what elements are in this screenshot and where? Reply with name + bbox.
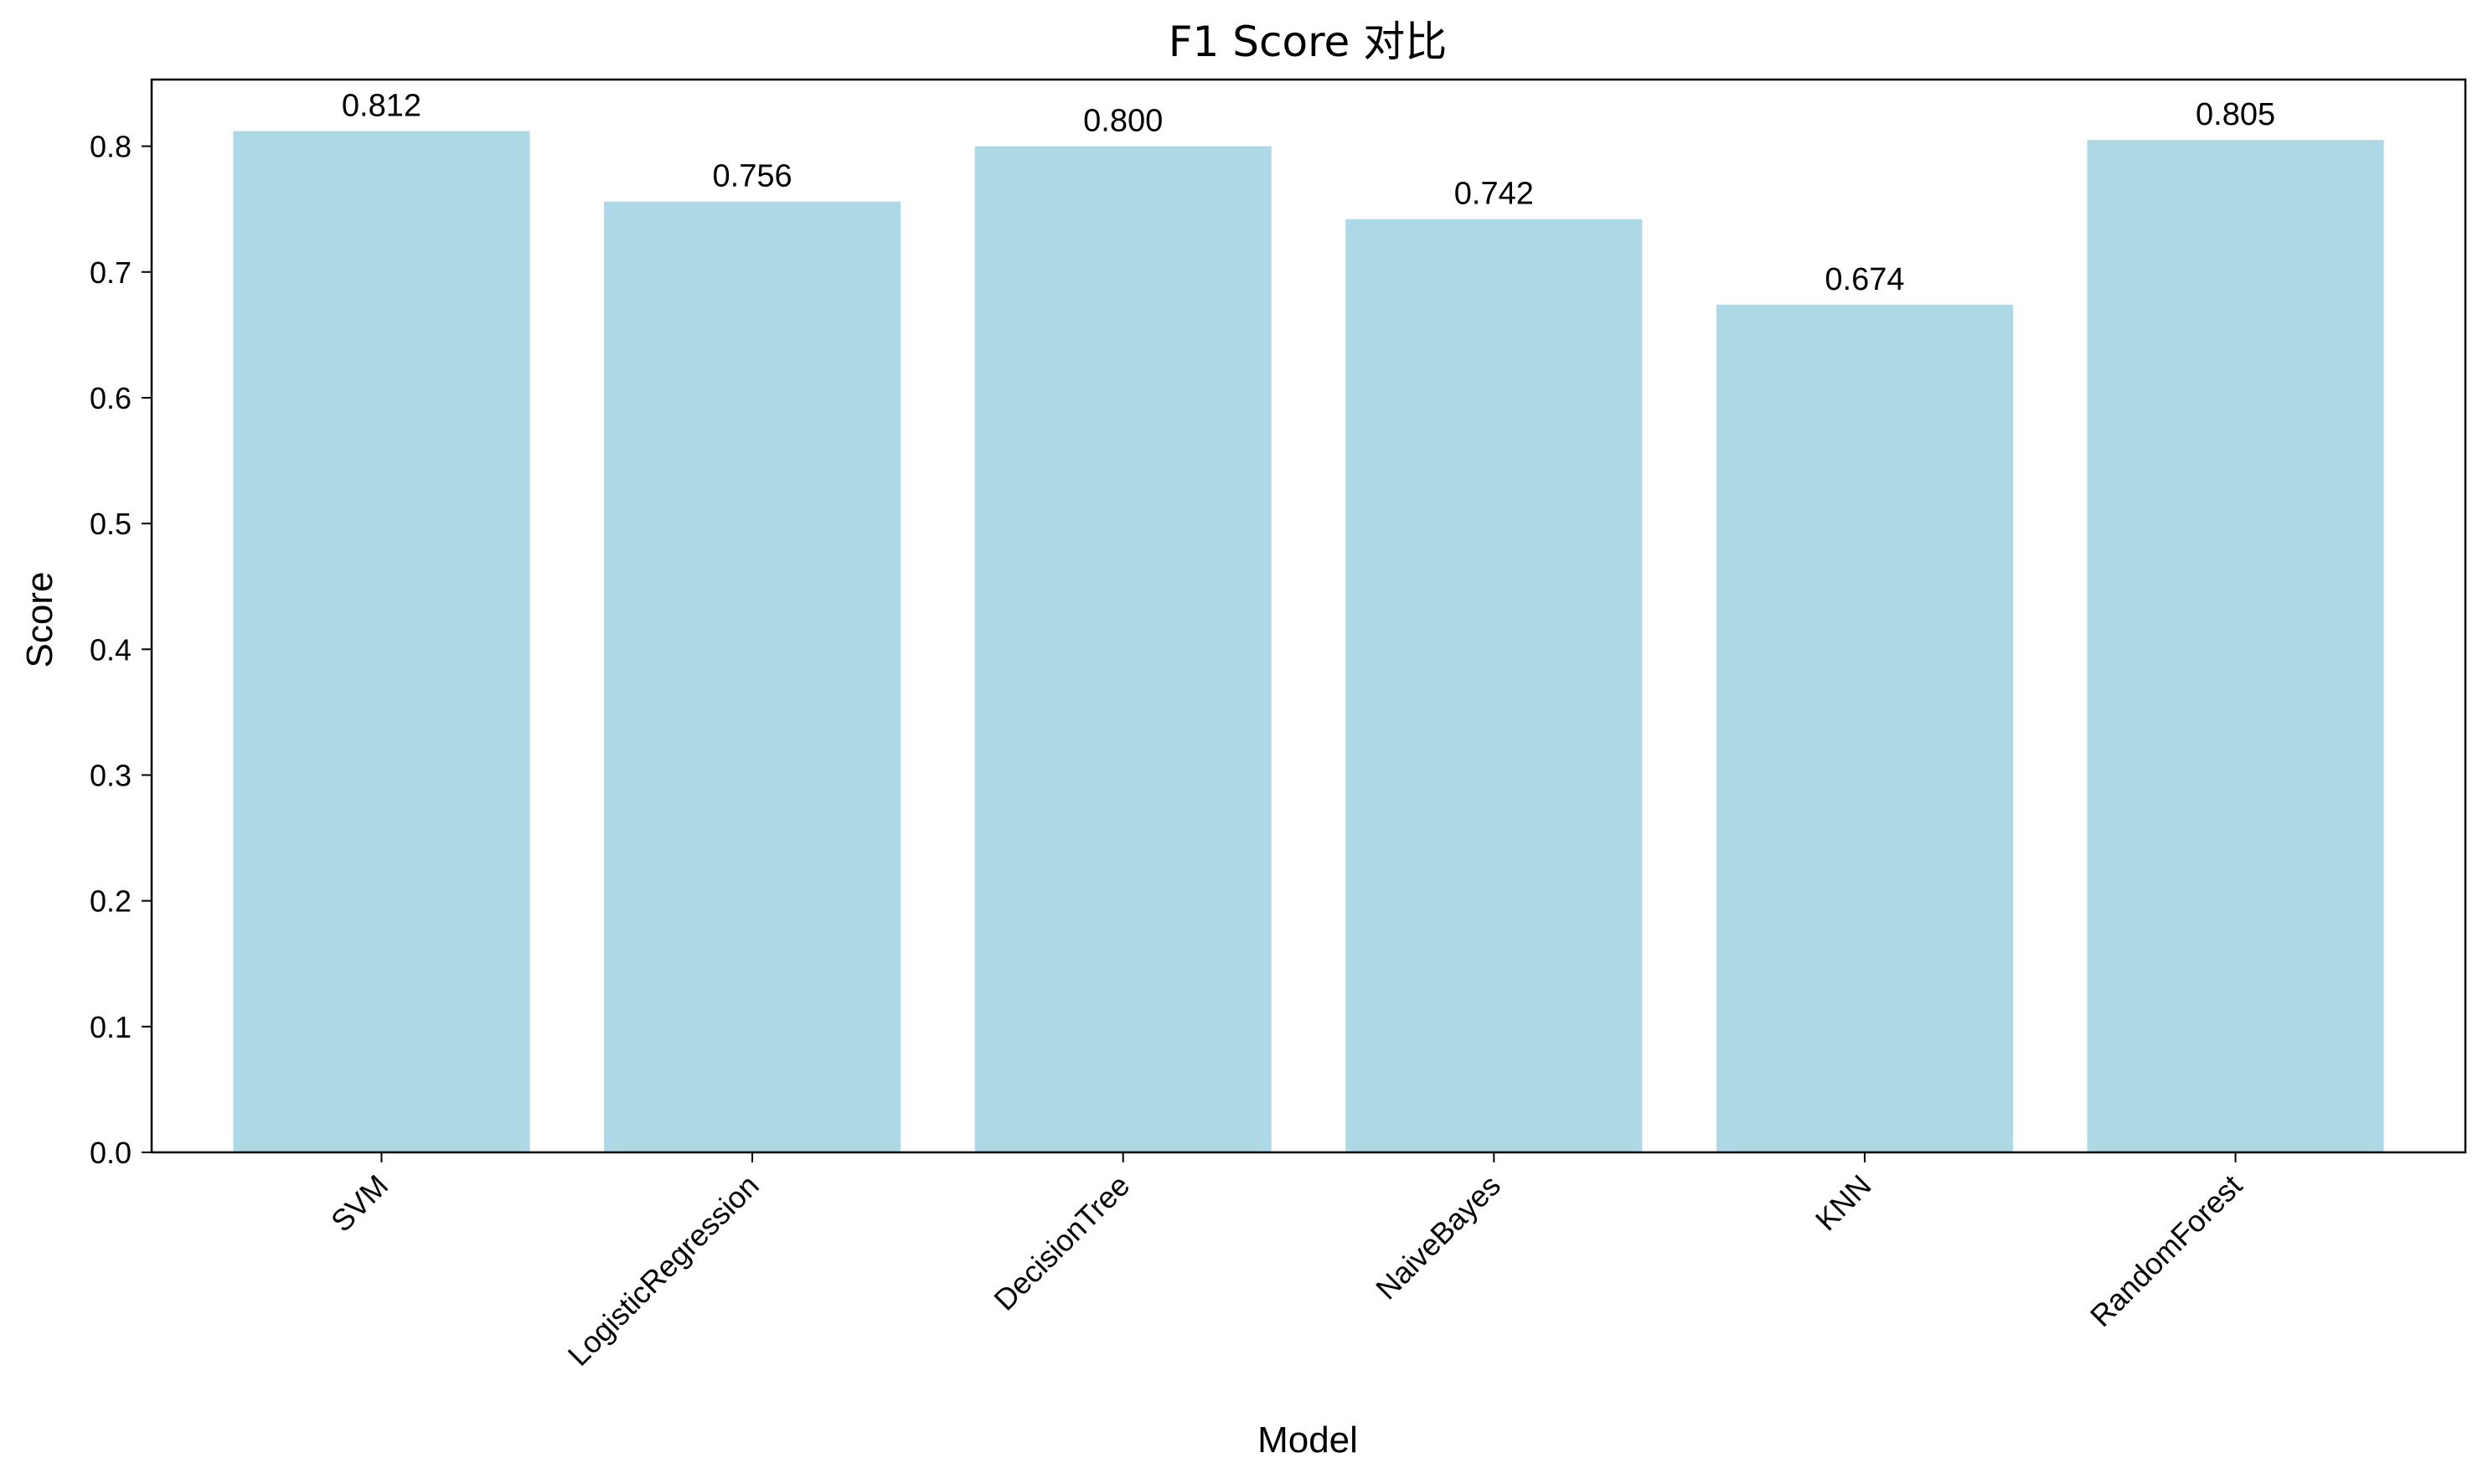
- y-axis-label: Score: [19, 572, 60, 668]
- x-tick-label: RandomForest: [2083, 1168, 2248, 1333]
- bar: [1345, 219, 1643, 1152]
- x-tick-label: KNN: [1809, 1168, 1878, 1238]
- bar: [974, 146, 1272, 1152]
- bar-value-label: 0.756: [713, 159, 792, 194]
- x-tick-label: NaiveBayes: [1369, 1168, 1507, 1306]
- bar: [2087, 140, 2384, 1152]
- axes-frame: [150, 78, 2467, 1154]
- bar-value-label: 0.800: [1083, 104, 1163, 139]
- bar-value-label: 0.812: [342, 89, 421, 124]
- y-tick-label: 0.1: [90, 1010, 132, 1044]
- y-tick-label: 0.6: [90, 381, 132, 415]
- y-tick-label: 0.2: [90, 884, 132, 919]
- y-tick-label: 0.7: [90, 255, 132, 290]
- bar-value-label: 0.674: [1825, 262, 1904, 297]
- bar-value-label: 0.805: [2196, 97, 2275, 132]
- y-tick-label: 0.3: [90, 758, 132, 792]
- x-tick-label: SVM: [324, 1168, 395, 1239]
- bar: [604, 201, 901, 1153]
- y-tick-label: 0.4: [90, 632, 132, 667]
- bar: [1716, 304, 2013, 1152]
- y-tick-label: 0.8: [90, 130, 132, 164]
- plot-area: 0.812 SVM 0.756 LogisticRegression 0.800 Deci…: [90, 78, 2467, 1373]
- bar: [233, 131, 530, 1152]
- chart-title: F1 Score 对比: [1169, 18, 1447, 66]
- bar-value-label: 0.742: [1454, 177, 1534, 212]
- x-tick-label: LogisticRegression: [561, 1168, 766, 1373]
- x-axis-label: Model: [1257, 1420, 1358, 1461]
- y-tick-label: 0.0: [90, 1136, 132, 1170]
- y-tick-label: 0.5: [90, 507, 132, 541]
- x-tick-label: DecisionTree: [987, 1168, 1136, 1317]
